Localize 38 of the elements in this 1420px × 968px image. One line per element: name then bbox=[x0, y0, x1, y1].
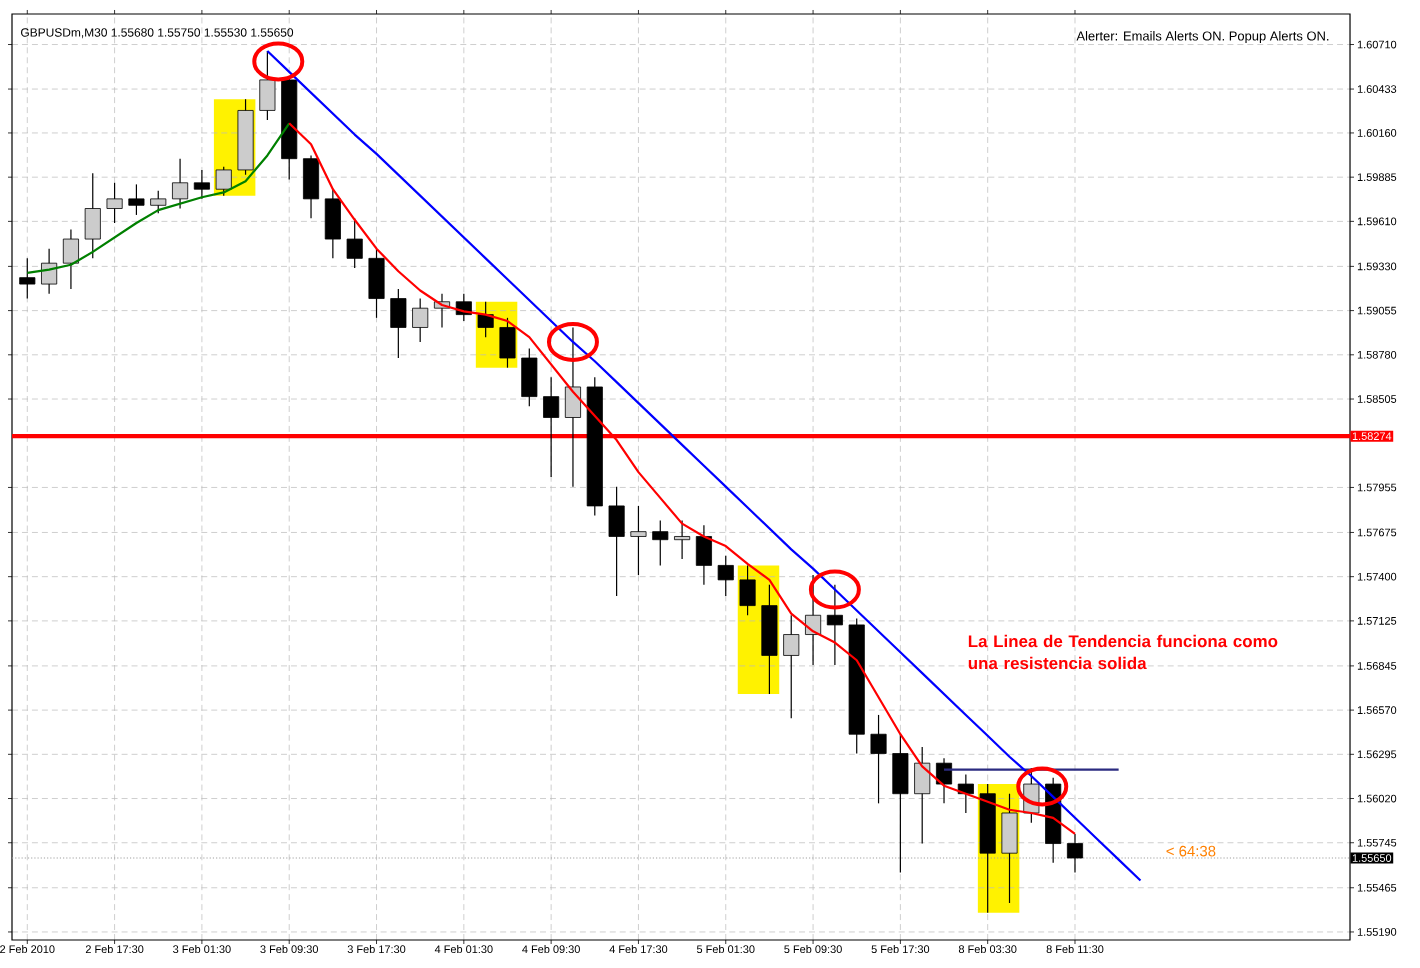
candlestick bbox=[652, 519, 669, 567]
candlestick bbox=[870, 714, 887, 804]
candlestick bbox=[477, 301, 494, 338]
candlestick bbox=[608, 486, 625, 597]
candlestick bbox=[717, 555, 734, 597]
candlestick bbox=[826, 584, 843, 666]
candlestick bbox=[564, 326, 581, 488]
candlestick bbox=[674, 519, 691, 560]
candlestick bbox=[346, 217, 363, 269]
candlestick bbox=[19, 257, 36, 300]
candlestick bbox=[739, 564, 756, 616]
candlestick bbox=[62, 228, 79, 290]
candlestick bbox=[302, 154, 320, 219]
candlestick bbox=[1001, 793, 1018, 904]
candlestick bbox=[193, 169, 210, 200]
candlestick bbox=[695, 524, 712, 586]
candlestick bbox=[324, 188, 341, 259]
candlestick bbox=[783, 614, 800, 719]
candlestick bbox=[128, 183, 145, 216]
candlestick bbox=[215, 166, 232, 197]
candlestick bbox=[150, 190, 167, 214]
candlestick bbox=[957, 773, 974, 814]
candlestick bbox=[259, 50, 276, 121]
candlestick bbox=[630, 505, 647, 576]
candlestick bbox=[368, 248, 385, 319]
candlestick bbox=[412, 297, 429, 343]
candlestick bbox=[892, 733, 909, 874]
candlestick bbox=[41, 248, 58, 295]
candlestick bbox=[543, 376, 560, 478]
candlestick bbox=[84, 172, 101, 259]
candlestick bbox=[106, 182, 123, 224]
candlestick bbox=[390, 288, 407, 359]
candlestick bbox=[1066, 833, 1084, 874]
candlestick bbox=[914, 746, 931, 845]
candlestick bbox=[499, 317, 516, 369]
annotation: La Linea de Tendencia funciona como una resistencia solida bbox=[968, 634, 1278, 670]
candlestick bbox=[521, 347, 538, 407]
candlestick bbox=[172, 158, 189, 210]
